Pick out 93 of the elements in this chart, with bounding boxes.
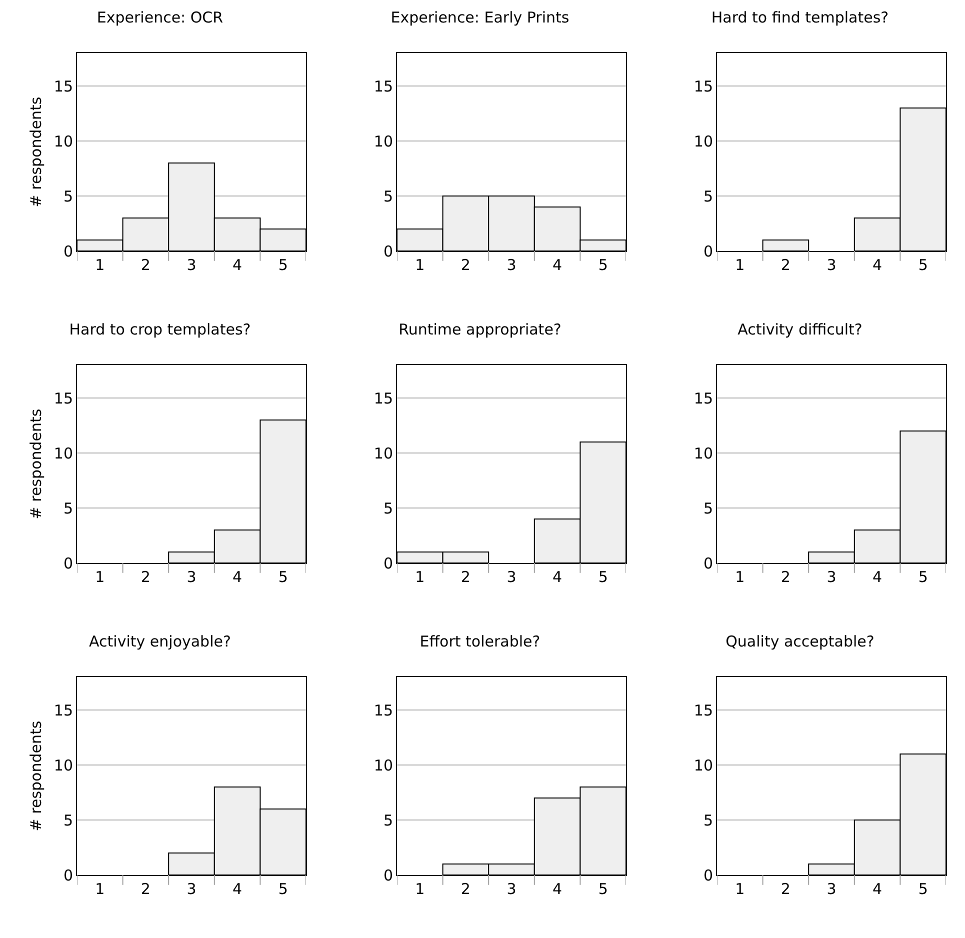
x-tick-label: 5	[278, 256, 288, 274]
x-tick-label: 2	[140, 568, 150, 586]
y-tick-label: 0	[383, 554, 393, 572]
y-tick-label: 5	[383, 811, 393, 830]
x-tick-label: 2	[780, 880, 790, 898]
x-tick-label: 1	[735, 880, 745, 898]
y-tick-label: 15	[54, 389, 73, 408]
x-tick-label: 4	[552, 256, 562, 274]
y-tick-label: 15	[374, 701, 393, 720]
x-tick-label: 2	[460, 880, 470, 898]
chart-title: Experience: OCR	[96, 8, 224, 26]
y-tick-label: 0	[703, 866, 713, 884]
y-tick-label: 10	[54, 444, 73, 462]
y-tick-label: 15	[694, 389, 713, 408]
x-tick-label: 2	[460, 568, 470, 586]
y-tick-label: 5	[703, 811, 713, 830]
x-tick-label: 1	[95, 256, 105, 274]
y-tick-label: 0	[63, 242, 73, 260]
y-tick-label: 0	[383, 242, 393, 260]
x-tick-label: 3	[506, 256, 516, 274]
x-tick-label: 1	[415, 256, 425, 274]
x-tick-label: 3	[186, 880, 196, 898]
x-tick-label: 1	[415, 880, 425, 898]
x-tick-label: 4	[232, 568, 242, 586]
y-tick-label: 15	[374, 77, 393, 96]
y-tick-label: 5	[703, 187, 713, 206]
x-tick-label: 5	[598, 568, 608, 586]
x-tick-label: 4	[552, 880, 562, 898]
x-tick-label: 2	[140, 256, 150, 274]
chart-title: Hard to crop templates?	[69, 320, 251, 338]
x-tick-label: 1	[735, 568, 745, 586]
y-axis-title: # respondents	[27, 720, 46, 832]
x-tick-label: 4	[232, 256, 242, 274]
x-tick-label: 1	[415, 568, 425, 586]
x-tick-label: 5	[598, 256, 608, 274]
y-tick-label: 0	[703, 242, 713, 260]
y-tick-label: 15	[694, 701, 713, 720]
chart-title: Runtime appropriate?	[398, 320, 562, 338]
y-tick-label: 10	[374, 756, 393, 774]
y-tick-label: 5	[63, 811, 73, 830]
y-tick-label: 5	[703, 499, 713, 518]
chart-title: Quality acceptable?	[726, 632, 874, 650]
chart-title: Activity difficult?	[738, 320, 862, 338]
y-tick-label: 5	[383, 499, 393, 518]
y-tick-label: 10	[694, 132, 713, 150]
y-tick-label: 15	[54, 77, 73, 96]
y-tick-label: 0	[63, 866, 73, 884]
y-axis-title: # respondents	[27, 96, 46, 208]
chart-title: Activity enjoyable?	[89, 632, 231, 650]
y-tick-label: 10	[694, 444, 713, 462]
y-tick-label: 5	[63, 187, 73, 206]
x-tick-label: 4	[232, 880, 242, 898]
x-tick-label: 5	[918, 568, 928, 586]
chart-title: Effort tolerable?	[420, 632, 540, 650]
x-tick-label: 2	[140, 880, 150, 898]
x-tick-label: 4	[872, 880, 882, 898]
x-tick-label: 4	[872, 256, 882, 274]
y-tick-label: 15	[374, 389, 393, 408]
x-tick-label: 3	[186, 568, 196, 586]
x-tick-label: 5	[278, 880, 288, 898]
x-tick-label: 2	[780, 256, 790, 274]
x-tick-label: 2	[460, 256, 470, 274]
chart-title: Experience: Early Prints	[390, 8, 570, 26]
y-tick-label: 0	[63, 554, 73, 572]
x-tick-label: 4	[872, 568, 882, 586]
x-tick-label: 3	[186, 256, 196, 274]
x-tick-label: 1	[95, 880, 105, 898]
y-tick-label: 10	[374, 444, 393, 462]
y-tick-label: 15	[54, 701, 73, 720]
x-tick-label: 5	[918, 256, 928, 274]
x-tick-label: 3	[826, 880, 836, 898]
y-tick-label: 5	[383, 187, 393, 206]
x-tick-label: 3	[826, 568, 836, 586]
x-tick-label: 1	[735, 256, 745, 274]
x-tick-label: 3	[506, 568, 516, 586]
y-tick-label: 5	[63, 499, 73, 518]
x-tick-label: 5	[918, 880, 928, 898]
x-tick-label: 4	[552, 568, 562, 586]
y-tick-label: 0	[703, 554, 713, 572]
y-tick-label: 0	[383, 866, 393, 884]
chart-title: Hard to find templates?	[711, 8, 889, 26]
y-tick-label: 10	[374, 132, 393, 150]
x-tick-label: 5	[598, 880, 608, 898]
y-tick-label: 10	[694, 756, 713, 774]
x-tick-label: 5	[278, 568, 288, 586]
y-tick-label: 10	[54, 756, 73, 774]
y-tick-label: 15	[694, 77, 713, 96]
y-tick-label: 10	[54, 132, 73, 150]
x-tick-label: 3	[826, 256, 836, 274]
y-axis-title: # respondents	[27, 408, 46, 520]
x-tick-label: 3	[506, 880, 516, 898]
x-tick-label: 1	[95, 568, 105, 586]
x-tick-label: 2	[780, 568, 790, 586]
